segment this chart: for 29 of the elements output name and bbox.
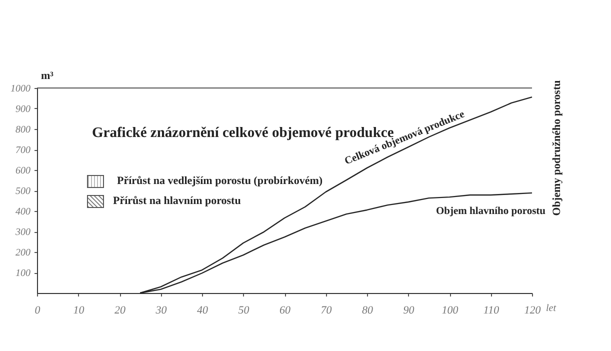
x-tick-label: 110 <box>483 304 500 316</box>
y-tick-label: 600 <box>16 166 30 176</box>
annotation: Přírůst na hlavním porostu <box>113 195 241 207</box>
y-axis-title: m³ <box>41 70 54 82</box>
y-tick-label: 100 <box>16 268 30 279</box>
y-tick-label: 1000 <box>10 84 30 94</box>
x-tick-label: 30 <box>154 304 168 316</box>
y-tick-label: 900 <box>16 104 30 115</box>
x-tick-label: 90 <box>403 304 415 316</box>
x-tick-label: 80 <box>362 304 374 316</box>
x-tick-label: 50 <box>238 304 250 316</box>
x-tick-label: 20 <box>114 304 126 316</box>
y-tick-label: 500 <box>16 186 30 197</box>
x-tick-label: 10 <box>73 304 85 316</box>
x-tick-label: 40 <box>197 304 208 316</box>
y-tick-label: 300 <box>14 227 30 238</box>
y-tick-label: 700 <box>16 145 30 156</box>
y-tick-label: 800 <box>16 124 30 136</box>
text: Objemy podružného porostu <box>551 80 563 216</box>
y-tick-label: 200 <box>16 248 30 258</box>
x-tick-label: 60 <box>280 304 291 316</box>
y-tick-label: 400 <box>16 206 30 218</box>
x-tick-label: 100 <box>442 304 459 316</box>
x-tick-label: 0 <box>34 304 41 316</box>
x-axis-title: let <box>546 303 556 314</box>
series-label: Objem hlavního porostu <box>436 206 546 218</box>
annotation: Přírůst na vedlejším porostu (probírkovém) <box>117 175 323 187</box>
x-tick-label: 120 <box>524 304 542 316</box>
x-tick-label: 70 <box>320 304 332 316</box>
